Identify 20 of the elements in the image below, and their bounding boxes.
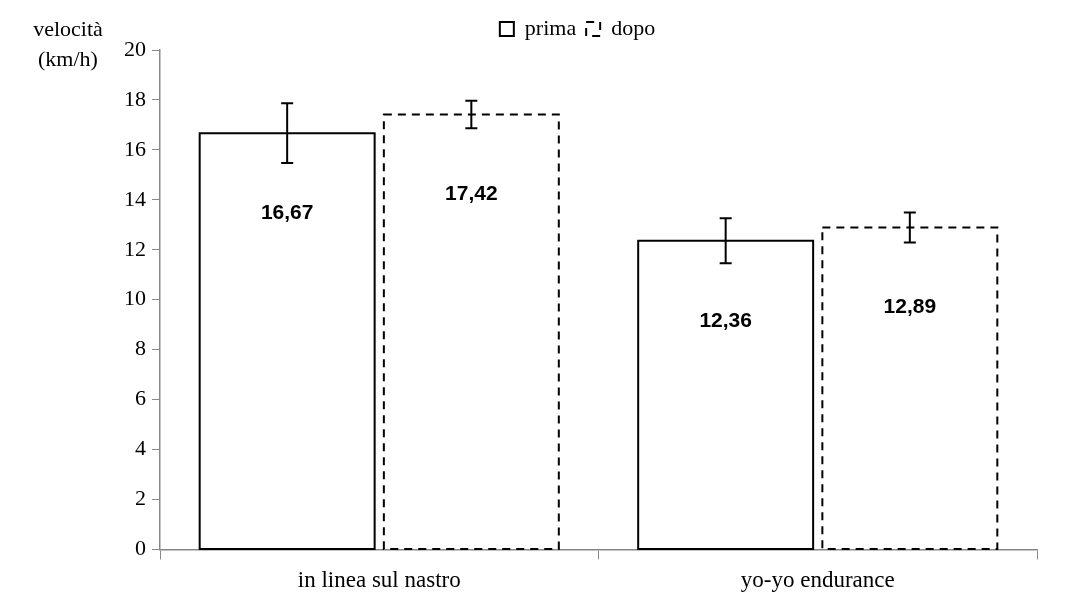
data-label: 12,36 [699, 307, 752, 331]
y-tick-label: 20 [124, 35, 146, 61]
x-tick-label: yo-yo endurance [740, 567, 895, 593]
x-tick-label: in linea sul nastro [297, 567, 461, 593]
data-label: 16,67 [260, 199, 314, 223]
legend-label: dopo [611, 14, 656, 40]
y-tick-label: 6 [135, 385, 146, 411]
y-tick-label: 16 [124, 135, 146, 161]
data-label: 12,89 [883, 294, 937, 318]
y-axis-title: velocità (km/h) [33, 16, 103, 71]
y-tick-label: 0 [135, 535, 146, 561]
y-tick-label: 14 [124, 185, 146, 211]
y-tick-label: 18 [124, 85, 146, 111]
legend-label: prima [524, 14, 577, 40]
y-tick-label: 10 [124, 285, 146, 311]
y-tick-label: 8 [135, 335, 146, 361]
y-tick-label: 4 [135, 435, 146, 461]
y-tick-label: 2 [135, 485, 146, 511]
data-label: 17,42 [445, 181, 498, 205]
y-tick-label: 12 [124, 235, 146, 261]
